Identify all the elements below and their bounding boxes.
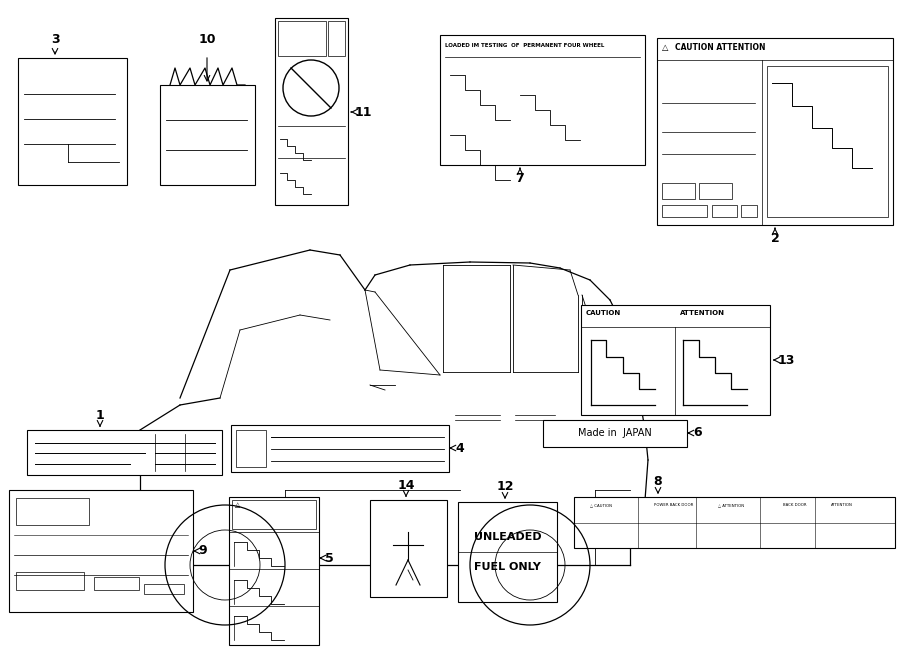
Text: 6: 6: [693, 426, 702, 440]
Text: △: △: [235, 502, 240, 508]
Bar: [278, 21, 326, 56]
Bar: [232, 500, 316, 529]
Text: POWER BACK DOOR: POWER BACK DOOR: [654, 503, 694, 507]
Bar: [662, 183, 695, 199]
Bar: [657, 38, 893, 225]
Text: 8: 8: [653, 475, 662, 488]
Text: △ ATTENTION: △ ATTENTION: [718, 503, 744, 507]
Text: 2: 2: [770, 232, 779, 245]
Text: CAUTION ATTENTION: CAUTION ATTENTION: [675, 43, 766, 52]
Bar: [27, 430, 222, 475]
Bar: [767, 66, 888, 217]
Bar: [231, 425, 449, 472]
Text: UNLEADED: UNLEADED: [473, 532, 541, 542]
Bar: [18, 58, 127, 185]
Bar: [229, 497, 319, 645]
Text: ATTENTION: ATTENTION: [680, 310, 725, 316]
Text: 10: 10: [198, 33, 216, 46]
Bar: [16, 498, 89, 525]
Bar: [9, 490, 193, 612]
Bar: [581, 305, 770, 415]
Bar: [741, 205, 757, 217]
Text: △ CAUTION: △ CAUTION: [590, 503, 612, 507]
Bar: [440, 35, 645, 165]
Bar: [699, 183, 732, 199]
Text: △: △: [662, 43, 669, 52]
Text: 4: 4: [455, 442, 464, 455]
Bar: [16, 572, 84, 590]
Text: FUEL ONLY: FUEL ONLY: [474, 562, 541, 572]
Text: 5: 5: [325, 551, 334, 564]
Text: CAUTION: CAUTION: [586, 310, 621, 316]
Bar: [144, 584, 184, 594]
Bar: [275, 18, 348, 205]
Bar: [543, 420, 687, 447]
Bar: [662, 205, 707, 217]
Bar: [370, 500, 447, 597]
Bar: [94, 577, 139, 590]
Text: 12: 12: [496, 480, 514, 493]
Bar: [458, 502, 557, 602]
Bar: [712, 205, 737, 217]
Text: 11: 11: [355, 106, 373, 118]
Text: 3: 3: [50, 33, 59, 46]
Text: 1: 1: [95, 409, 104, 422]
Bar: [160, 85, 255, 185]
Bar: [574, 497, 895, 548]
Text: 9: 9: [198, 545, 207, 557]
Bar: [328, 21, 345, 56]
Text: ATTENTION: ATTENTION: [831, 503, 852, 507]
Text: 7: 7: [516, 172, 525, 185]
Text: BACK DOOR: BACK DOOR: [783, 503, 806, 507]
Text: 14: 14: [397, 479, 415, 492]
Text: Made in  JAPAN: Made in JAPAN: [578, 428, 652, 438]
Bar: [236, 430, 266, 467]
Text: LOADED IM TESTING  OF  PERMANENT FOUR WHEEL: LOADED IM TESTING OF PERMANENT FOUR WHEE…: [445, 43, 605, 48]
Text: 13: 13: [778, 354, 796, 366]
